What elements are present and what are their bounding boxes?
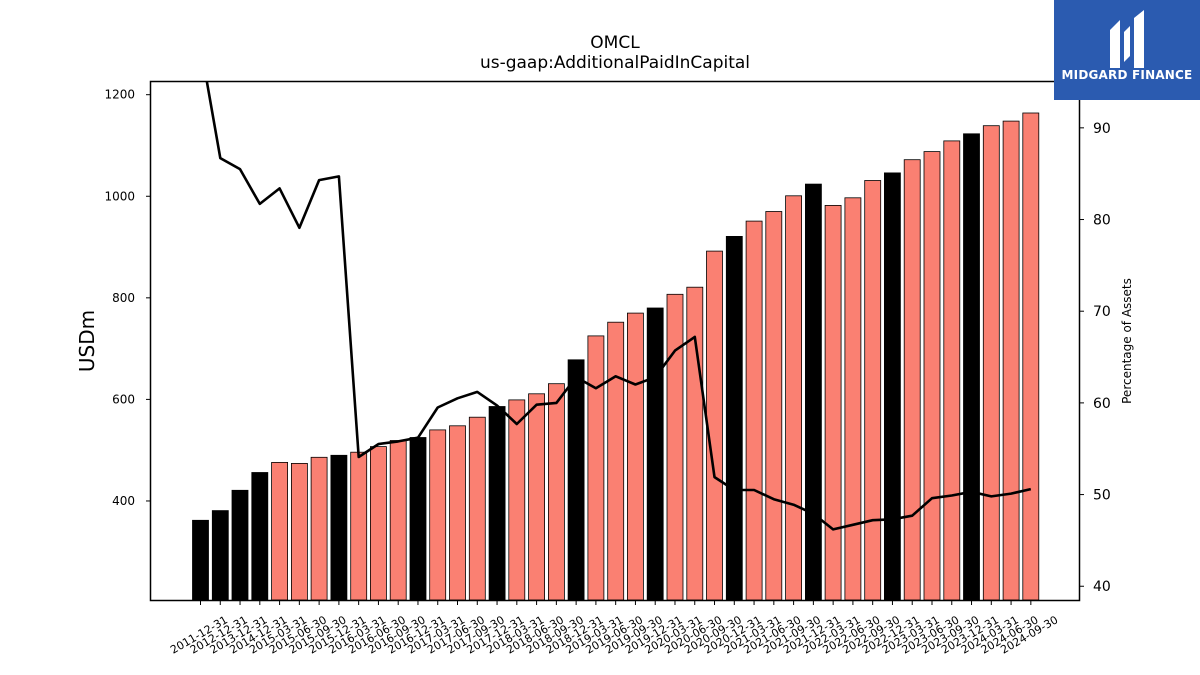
bar [864, 180, 882, 601]
bar [350, 451, 368, 601]
line-series [205, 82, 1032, 531]
bar [607, 321, 625, 601]
y2-tick-label: 80 [1093, 213, 1111, 229]
bar [389, 440, 407, 601]
bar [943, 140, 961, 601]
bar [488, 406, 506, 601]
chart-subtitle: us-gaap:AdditionalPaidInCapital [480, 53, 750, 73]
bar [548, 383, 565, 601]
bar [805, 183, 822, 601]
x-axis: 2011-12-312012-12-312013-12-312014-12-31… [168, 600, 1060, 657]
bar [824, 204, 842, 601]
bar [192, 519, 209, 601]
bar [646, 307, 664, 601]
bar [903, 159, 921, 601]
y2-tick-label: 40 [1093, 579, 1111, 595]
y2-axis-label: Percentage of Assets [1120, 278, 1134, 404]
y-axis-label: USDm [75, 310, 99, 372]
bar [785, 195, 802, 601]
plot-frame [149, 80, 1081, 602]
bar [429, 429, 447, 601]
y-tick-label: 600 [112, 392, 135, 406]
bar [290, 462, 308, 601]
y-tick-label: 400 [112, 494, 135, 508]
bar [745, 220, 763, 601]
y-tick-label: 800 [112, 291, 135, 305]
brand-name: MIDGARD FINANCE [1061, 68, 1193, 82]
y-tick-label: 1000 [104, 189, 135, 203]
bar [211, 510, 229, 601]
logo-mark-icon [1110, 10, 1144, 68]
bar [1022, 112, 1040, 601]
bar [251, 472, 269, 601]
pct-assets-line [205, 82, 1032, 531]
bar [627, 312, 644, 601]
bar [765, 211, 783, 601]
bar [963, 133, 980, 601]
bar [666, 293, 684, 601]
y2-tick-label: 50 [1093, 488, 1111, 504]
bar [369, 446, 387, 601]
bar [330, 454, 348, 601]
y2-tick-label: 70 [1093, 304, 1111, 320]
bar [844, 197, 862, 601]
bar [982, 125, 1000, 601]
bar [271, 461, 289, 601]
bar [1002, 120, 1020, 601]
bar [468, 416, 486, 601]
chart-title: OMCL [590, 33, 640, 53]
bar [310, 456, 328, 601]
y-tick-label: 1200 [104, 88, 135, 102]
y-axis-right: 40 50 60 70 80 90 [1079, 121, 1111, 595]
bar [884, 172, 901, 601]
bar-series [192, 112, 1040, 601]
bar [508, 399, 526, 601]
brand-logo: MIDGARD FINANCE [1054, 0, 1200, 100]
y2-tick-label: 90 [1093, 121, 1111, 137]
bar [449, 425, 466, 601]
bar [528, 393, 545, 601]
bar [686, 286, 704, 601]
bar [923, 151, 941, 601]
bar [725, 235, 743, 601]
bar [567, 359, 585, 601]
bar [587, 335, 605, 601]
bar [409, 437, 427, 601]
y2-tick-label: 60 [1093, 396, 1111, 412]
bar [706, 250, 723, 601]
y-axis-left: 400 600 800 1000 1200 [104, 88, 151, 508]
bar [231, 489, 249, 601]
